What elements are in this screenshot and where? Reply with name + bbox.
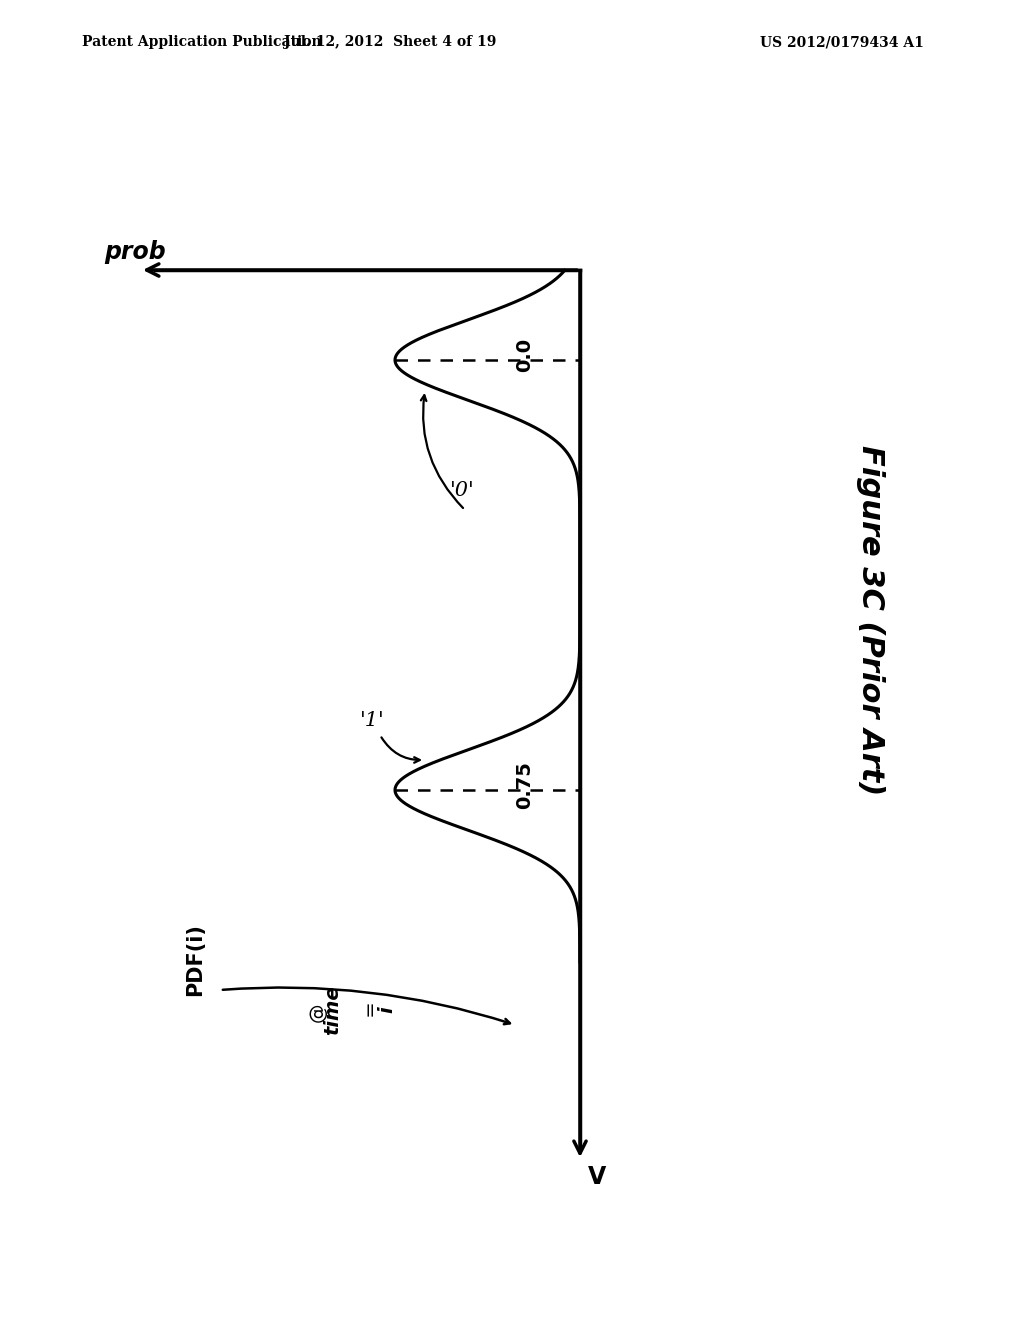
Text: US 2012/0179434 A1: US 2012/0179434 A1 — [760, 36, 924, 49]
Text: @: @ — [310, 997, 329, 1023]
Text: =: = — [362, 995, 381, 1024]
Text: '1': '1' — [360, 710, 385, 730]
Text: PDF(i): PDF(i) — [185, 924, 205, 997]
Text: V: V — [588, 1166, 606, 1189]
Text: i: i — [377, 1007, 396, 1014]
Text: 0.75: 0.75 — [515, 762, 535, 809]
Text: Jul. 12, 2012  Sheet 4 of 19: Jul. 12, 2012 Sheet 4 of 19 — [284, 36, 497, 49]
Text: Patent Application Publication: Patent Application Publication — [82, 36, 322, 49]
Text: prob: prob — [104, 240, 166, 264]
Text: 0.0: 0.0 — [515, 338, 535, 372]
Text: time: time — [323, 985, 342, 1035]
Text: '0': '0' — [450, 480, 475, 499]
Text: Figure 3C (Prior Art): Figure 3C (Prior Art) — [855, 445, 885, 795]
